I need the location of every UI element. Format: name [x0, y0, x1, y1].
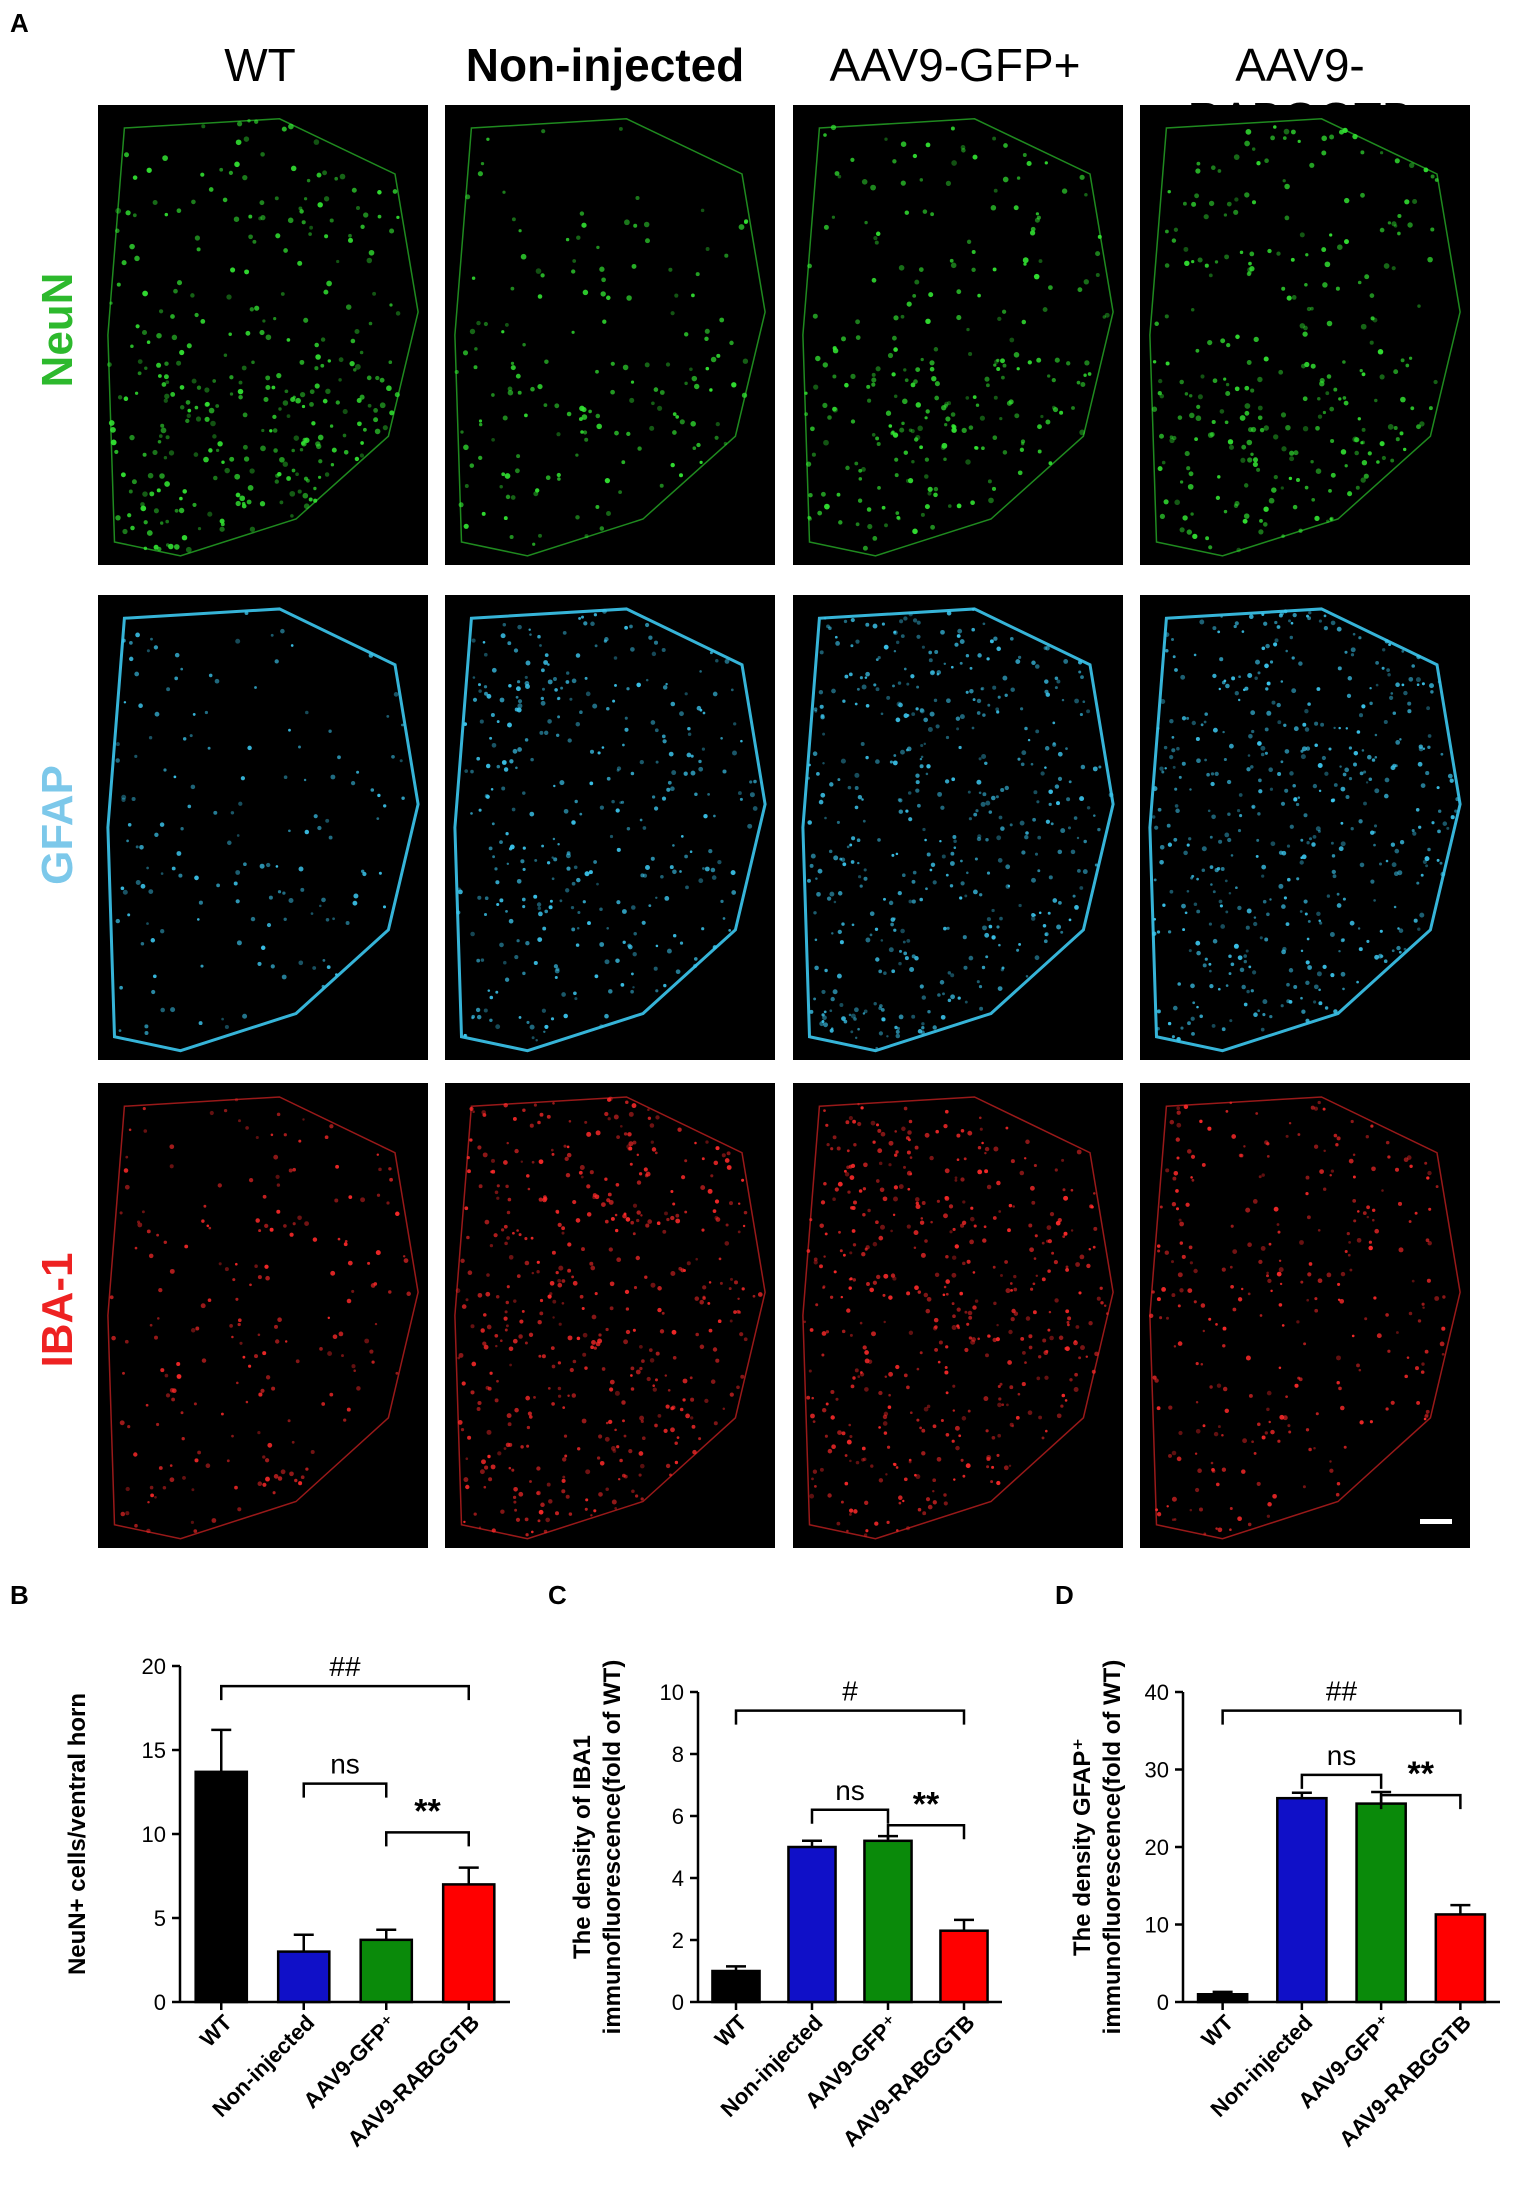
- significance-label: ns: [835, 1775, 865, 1806]
- bar-0: [1196, 1993, 1249, 2004]
- significance-bracket: [1379, 1793, 1462, 1810]
- significance-label: ns: [1327, 1740, 1357, 1771]
- x-tick-label: WT: [710, 2009, 752, 2051]
- y-tick-label: 20: [1145, 1835, 1169, 1860]
- row-label-neun: NeuN: [33, 272, 82, 388]
- micrograph-neun-aav9-rabggtb: [1140, 105, 1470, 565]
- y-tick-label: 0: [154, 1990, 166, 2015]
- bar-3: [939, 1929, 989, 2004]
- chart-d-svg: 010203040WTNon-injectedAAV9-GFP⁺AAV9-RAB…: [1069, 1660, 1500, 2152]
- significance-label: **: [414, 1792, 441, 1830]
- bar-3: [441, 1883, 496, 2004]
- x-tick-label: WT: [195, 2009, 237, 2051]
- y-tick-label: 2: [672, 1928, 684, 1953]
- column-header-non-injected: Non-injected: [465, 39, 745, 91]
- micrograph-iba1-aav9-rabggtb: [1140, 1083, 1470, 1548]
- significance-bracket: [1300, 1773, 1383, 1789]
- y-axis-label: NeuN+ cells/ventral horn: [64, 1693, 91, 1975]
- micrograph-gfap-wt: [98, 595, 428, 1060]
- column-header-wt: WT: [224, 39, 296, 91]
- micrograph-gfap-aav9-gfp: [793, 595, 1123, 1060]
- x-tick-label: AAV9-RABGGTB: [838, 2010, 980, 2152]
- bar-2: [863, 1839, 913, 2004]
- y-tick-label: 8: [672, 1742, 684, 1767]
- y-tick-label: 5: [154, 1906, 166, 1931]
- micrograph-gfap-aav9-rabggtb: [1140, 595, 1470, 1060]
- y-axis-label: The density of IBA1: [569, 1735, 596, 1959]
- panel-letter-d: D: [1055, 1580, 1074, 1610]
- bar-2: [359, 1938, 414, 2004]
- y-tick-label: 4: [672, 1866, 684, 1891]
- significance-bracket: [1221, 1709, 1462, 1725]
- bar-1: [1276, 1796, 1328, 2004]
- x-tick-label: AAV9-RABGGTB: [1334, 2010, 1476, 2152]
- y-tick-label: 30: [1145, 1758, 1169, 1783]
- significance-bracket: [220, 1684, 470, 1701]
- y-tick-label: 10: [1145, 1913, 1169, 1938]
- y-tick-label: 20: [142, 1654, 166, 1679]
- bar-1: [787, 1845, 837, 2004]
- panel-letter-a: A: [10, 8, 29, 38]
- chart-c-svg: 0246810WTNon-injectedAAV9-GFP⁺AAV9-RABGG…: [569, 1660, 1002, 2152]
- significance-bracket: [385, 1831, 470, 1847]
- y-tick-label: 15: [142, 1738, 166, 1763]
- bar-1: [276, 1950, 331, 2004]
- y-axis-label: immunofluorescence(fold of WT): [599, 1660, 626, 2035]
- significance-bracket: [810, 1808, 890, 1824]
- y-axis-label: The density GFAP⁺: [1069, 1738, 1096, 1956]
- bar-0: [194, 1770, 249, 2004]
- y-tick-label: 0: [1157, 1990, 1169, 2015]
- y-tick-label: 0: [672, 1990, 684, 2015]
- y-tick-label: 10: [660, 1680, 684, 1705]
- panel-letter-c: C: [548, 1580, 567, 1610]
- chart-gfap-density: 0 10 20 30 40 WT Non-injected AAV9-GFP⁺ AAV9-RAB…: [1040, 1590, 1535, 2190]
- micrograph-iba1-wt: [98, 1083, 428, 1548]
- micrograph-neun-aav9-gfp: [793, 105, 1123, 565]
- significance-label: ##: [1326, 1676, 1358, 1707]
- significance-label: #: [842, 1676, 858, 1707]
- significance-bracket: [886, 1824, 966, 1840]
- row-label-gfap: GFAP: [33, 765, 82, 885]
- micrograph-neun-wt: [98, 105, 428, 565]
- chart-b-svg: 05101520WTNon-injectedAAV9-GFP⁺AAV9-RABG…: [64, 1651, 510, 2152]
- significance-label: **: [1408, 1755, 1435, 1793]
- bar-3: [1434, 1913, 1487, 2004]
- y-tick-label: 6: [672, 1804, 684, 1829]
- column-header-aav9-gfp: AAV9-GFP+: [829, 39, 1081, 91]
- bar-0: [711, 1969, 761, 2004]
- significance-bracket: [302, 1782, 388, 1798]
- y-tick-label: 10: [142, 1822, 166, 1847]
- micrograph-neun-non-injected: [445, 105, 775, 565]
- y-tick-label: 40: [1145, 1680, 1169, 1705]
- panel-letter-b: B: [10, 1580, 29, 1610]
- scale-bar: [1420, 1519, 1452, 1524]
- micrograph-gfap-non-injected: [445, 595, 775, 1060]
- row-label-iba1: IBA-1: [33, 1252, 82, 1368]
- significance-label: ##: [329, 1651, 361, 1682]
- significance-label: **: [913, 1785, 940, 1823]
- x-tick-label: WT: [1196, 2009, 1238, 2051]
- micrograph-iba1-non-injected: [445, 1083, 775, 1548]
- significance-label: ns: [330, 1749, 360, 1780]
- chart-neun-count: 0 5 10 15 20 WT Non-injected AAV9-GFP⁺ AAV9-RABG…: [0, 1590, 540, 2190]
- bar-2: [1355, 1802, 1407, 2004]
- significance-bracket: [734, 1709, 966, 1725]
- chart-iba1-density: 0 2 4 6 8 10 WT Non-injected AAV9-GFP⁺ AAV9-RABGG…: [540, 1590, 1040, 2190]
- y-axis-label: immunofluorescence(fold of WT): [1099, 1660, 1126, 2035]
- micrograph-iba1-aav9-gfp: [793, 1083, 1123, 1548]
